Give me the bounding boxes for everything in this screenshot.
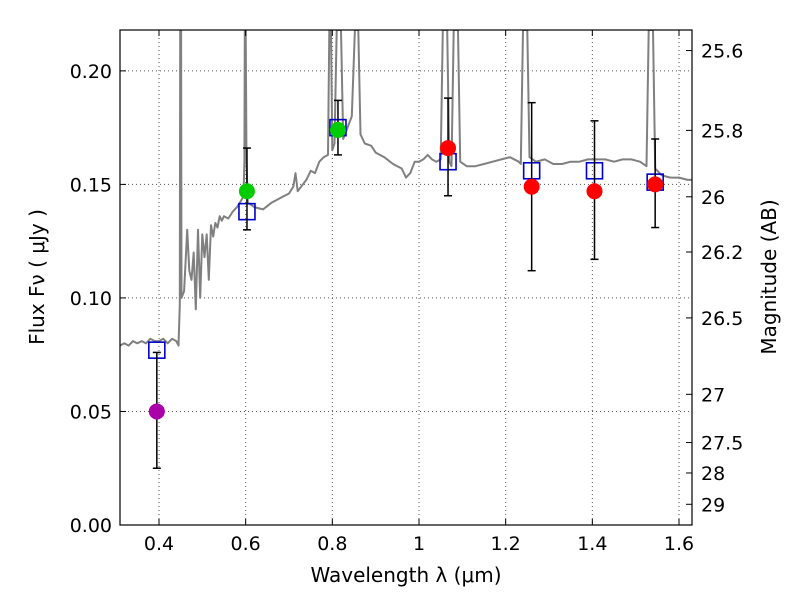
x-tick-label: 1.2 bbox=[491, 533, 521, 555]
x-tick-label: 0.4 bbox=[144, 533, 174, 555]
y-axis-label: Flux Fν ( μJy ) bbox=[25, 209, 49, 345]
y-tick-label: 0.00 bbox=[70, 515, 112, 537]
y2-tick-label: 29 bbox=[701, 494, 725, 516]
x-axis-label: Wavelength λ (μm) bbox=[310, 563, 501, 587]
x-tick-label: 1 bbox=[413, 533, 425, 555]
observed-flux-point bbox=[329, 121, 346, 138]
y-tick-label: 0.15 bbox=[70, 174, 112, 196]
y2-tick-label: 28 bbox=[701, 463, 725, 485]
y2-tick-label: 26.5 bbox=[701, 308, 743, 330]
x-tick-label: 1.6 bbox=[664, 533, 694, 555]
plot-frame bbox=[119, 29, 693, 526]
y2-tick-label: 25.6 bbox=[701, 41, 743, 63]
y2-axis-label: Magnitude (AB) bbox=[757, 199, 781, 354]
axis-ticks: 0.4 0.6 0.8 1 1.2 1.4 1.6 0.00 0.05 0.10 0.15 0.20 2… bbox=[70, 30, 743, 555]
x-tick-label: 0.8 bbox=[317, 533, 347, 555]
observed-flux-point bbox=[148, 403, 165, 420]
y-tick-label: 0.20 bbox=[70, 61, 112, 83]
spectrum-line bbox=[120, 30, 692, 347]
observed-flux-point bbox=[523, 178, 540, 195]
observed-flux-point bbox=[647, 176, 664, 193]
observed-flux-point bbox=[238, 183, 255, 200]
y2-tick-label: 27.5 bbox=[701, 433, 743, 455]
y-tick-label: 0.05 bbox=[70, 401, 112, 423]
y2-tick-label: 27 bbox=[701, 384, 725, 406]
y-tick-label: 0.10 bbox=[70, 288, 112, 310]
observed-flux-point bbox=[586, 183, 603, 200]
y2-tick-label: 25.8 bbox=[701, 120, 743, 142]
plot-area bbox=[120, 30, 692, 469]
y2-tick-label: 26.2 bbox=[701, 242, 743, 264]
x-tick-label: 1.4 bbox=[577, 533, 607, 555]
grid-lines bbox=[120, 30, 692, 526]
y2-tick-label: 26 bbox=[701, 187, 725, 209]
observed-flux-point bbox=[440, 140, 457, 157]
x-tick-label: 0.6 bbox=[231, 533, 261, 555]
